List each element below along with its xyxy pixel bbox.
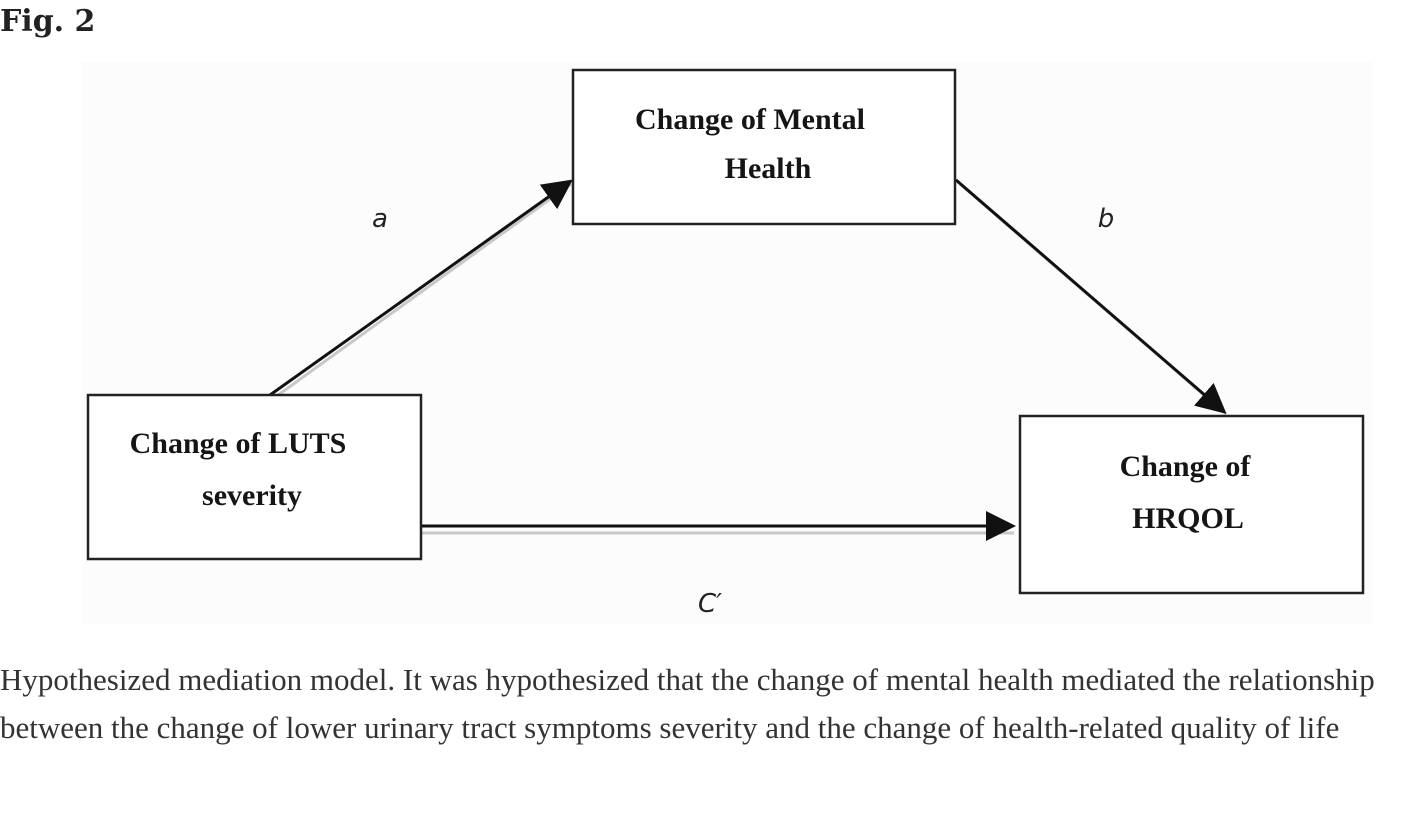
- mediator-node: Change of Mental Health: [571, 68, 957, 226]
- outcome-box: [1018, 414, 1365, 595]
- figure-label: Fig. 2: [0, 4, 96, 39]
- predictor-label-line2: severity: [202, 479, 302, 512]
- mediator-box: [571, 68, 957, 226]
- path-b-label: b: [1098, 204, 1115, 234]
- outcome-label-line1: Change of: [1120, 450, 1252, 483]
- path-a-shadow: [273, 182, 572, 400]
- path-a-arrow: [269, 179, 573, 397]
- figure-caption: Hypothesized mediation model. It was hyp…: [0, 662, 1375, 745]
- outcome-node: Change of HRQOL: [1018, 414, 1365, 595]
- path-b-arrow: [955, 178, 1227, 414]
- predictor-label-line1: Change of LUTS: [130, 427, 347, 460]
- outcome-label-line2: HRQOL: [1132, 502, 1244, 535]
- path-a-label: a: [372, 204, 388, 234]
- path-c-prime-label: C′: [698, 589, 722, 619]
- mediator-label-line1: Change of Mental: [635, 103, 865, 136]
- mediation-diagram: Change of Mental Health Change of LUTS s…: [86, 68, 1365, 619]
- predictor-node: Change of LUTS severity: [86, 393, 423, 561]
- mediator-label-line2: Health: [725, 152, 812, 185]
- predictor-box: [86, 393, 423, 561]
